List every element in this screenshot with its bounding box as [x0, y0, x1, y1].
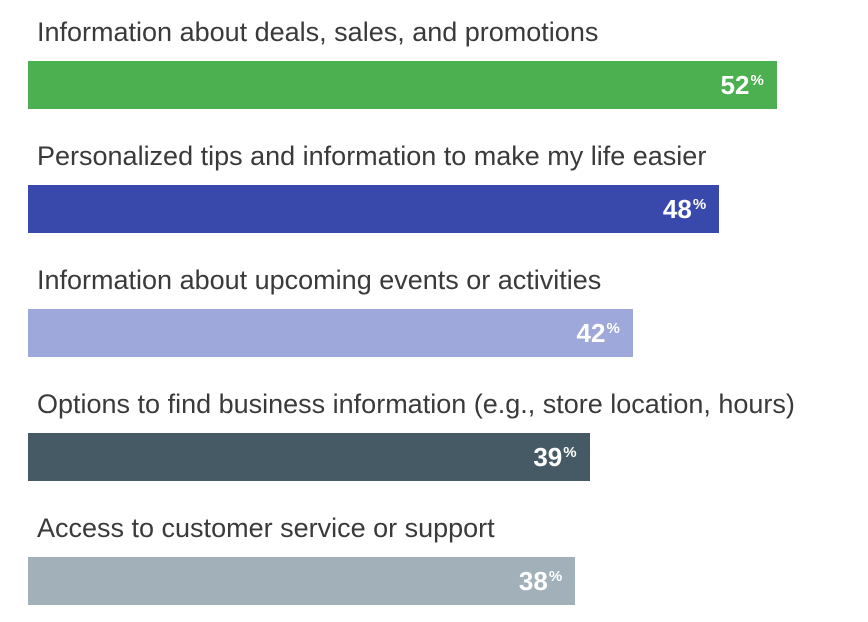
bar-value-number: 48 — [662, 194, 692, 224]
bar-value-unit: % — [692, 196, 707, 213]
bar-value-label: 38% — [519, 566, 562, 596]
bar: 39% — [28, 433, 590, 481]
bar: 52% — [28, 61, 777, 109]
bar-row: Information about deals, sales, and prom… — [28, 16, 848, 111]
bar-value-unit: % — [563, 444, 577, 461]
bar-row: Personalized tips and information to mak… — [28, 140, 848, 235]
bar-row: Information about upcoming events or act… — [28, 264, 848, 359]
bar-category-label: Options to find business information (e.… — [37, 389, 795, 419]
bar-value-unit: % — [750, 72, 764, 89]
bar: 42% — [28, 309, 633, 357]
bar-value-label: 52% — [721, 70, 764, 100]
bar-value-label: 42% — [577, 318, 620, 348]
bar-value-label: 39% — [533, 442, 576, 472]
bar: 38% — [28, 557, 576, 605]
bar-value-unit: % — [606, 320, 620, 337]
bar: 48% — [28, 185, 720, 233]
bar-category-label: Information about upcoming events or act… — [37, 265, 602, 295]
bar-value-number: 42 — [576, 318, 606, 348]
bar-value-number: 39 — [533, 442, 563, 472]
bar-value-unit: % — [548, 568, 563, 585]
bar-value-label: 48% — [663, 194, 706, 224]
bar-row: Access to customer service or support 38% — [28, 512, 848, 607]
bar-category-label: Access to customer service or support — [37, 513, 495, 543]
bar-value-number: 52 — [720, 70, 750, 100]
bar-category-label: Personalized tips and information to mak… — [37, 141, 707, 171]
bar-category-label: Information about deals, sales, and prom… — [37, 17, 599, 47]
bar-value-number: 38 — [518, 566, 548, 596]
bar-row: Options to find business information (e.… — [28, 388, 848, 483]
